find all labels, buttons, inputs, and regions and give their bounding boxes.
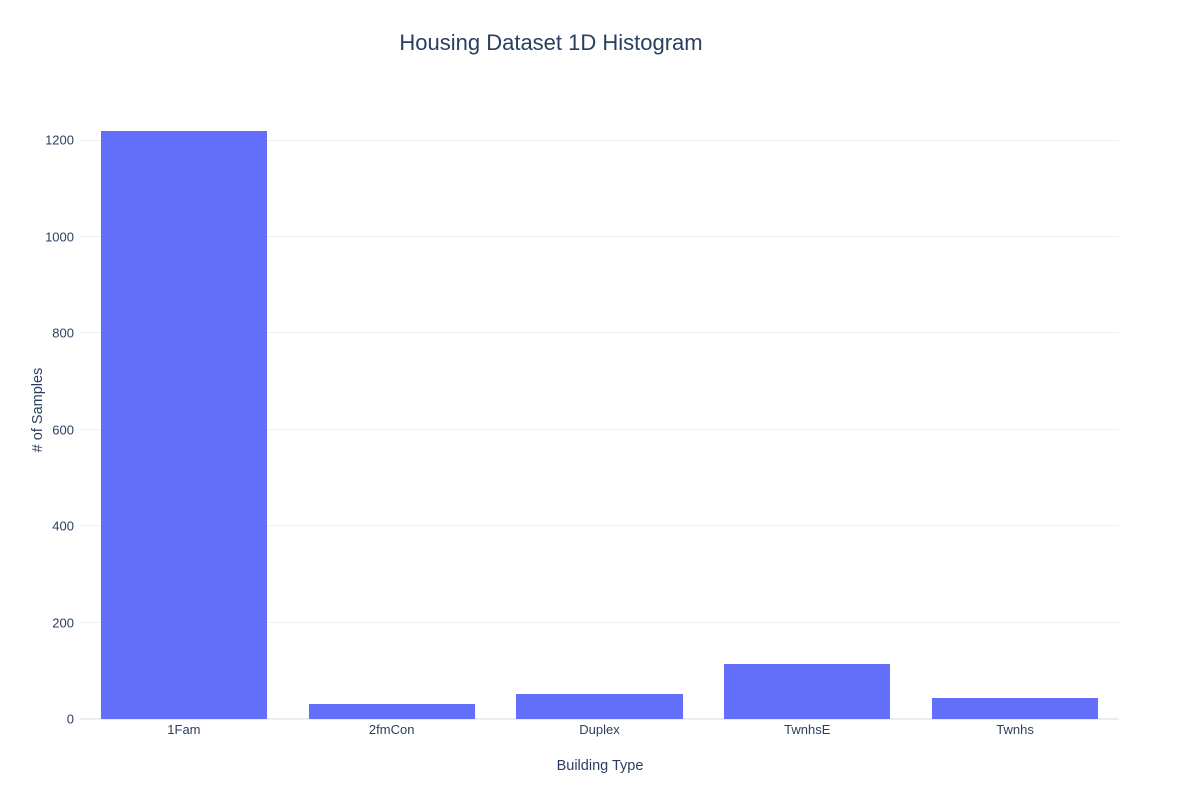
plot-area: [80, 100, 1119, 720]
y-tick-label-800: 800: [52, 325, 74, 341]
x-axis-zeroline: [80, 718, 1119, 720]
gridline-y-1000: [80, 235, 1119, 237]
x-tick-label-Twnhs: Twnhs: [996, 722, 1034, 737]
y-tick-label-0: 0: [66, 711, 74, 727]
y-axis-title: # of Samples: [30, 367, 46, 453]
gridline-y-400: [80, 525, 1119, 527]
gridline-y-1200: [80, 139, 1119, 141]
bar-Duplex[interactable]: [516, 693, 683, 719]
bar-1Fam[interactable]: [100, 130, 267, 719]
y-tick-label-1000: 1000: [45, 229, 74, 245]
y-tick-label-400: 400: [52, 518, 74, 534]
x-tick-label-TwnhsE: TwnhsE: [784, 722, 831, 737]
gridline-y-200: [80, 621, 1119, 623]
bar-Twnhs[interactable]: [931, 698, 1099, 719]
x-tick-label-1Fam: 1Fam: [167, 722, 201, 737]
gridline-y-800: [80, 332, 1119, 334]
bar-2fmCon[interactable]: [308, 704, 475, 719]
y-tick-label-600: 600: [52, 422, 74, 438]
x-tick-label-Duplex: Duplex: [579, 722, 620, 737]
gridline-y-600: [80, 428, 1119, 430]
x-tick-label-2fmCon: 2fmCon: [368, 722, 415, 737]
x-axis-title: Building Type: [556, 758, 644, 774]
chart-title: Housing Dataset 1D Histogram: [399, 30, 703, 55]
y-tick-label-200: 200: [52, 615, 74, 631]
y-tick-label-1200: 1200: [45, 132, 74, 148]
bar-TwnhsE[interactable]: [724, 664, 891, 719]
